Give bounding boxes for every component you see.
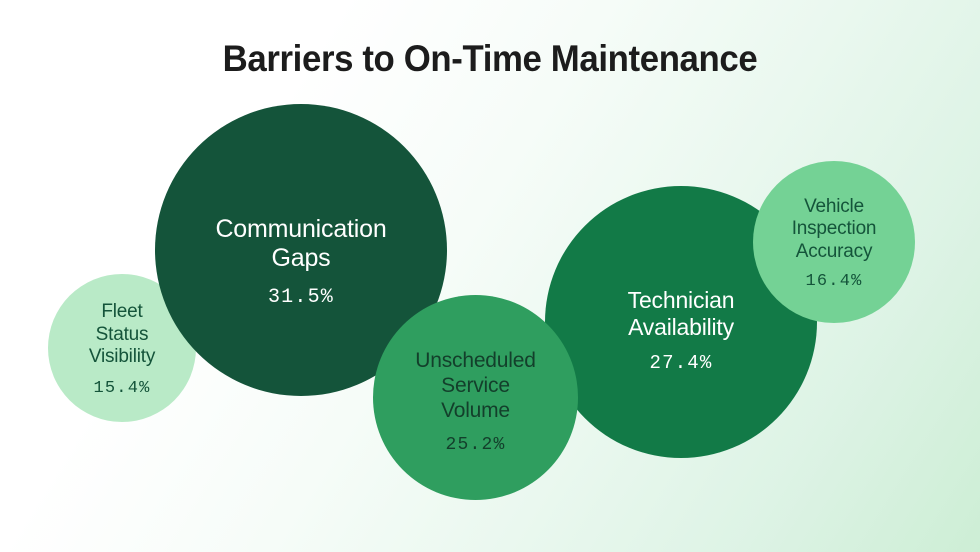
bubble-value: 31.5%: [267, 285, 334, 309]
bubble-value: 27.4%: [649, 352, 713, 375]
bubble-label: Vehicle Inspection Accuracy: [791, 195, 877, 262]
bubble-value: 15.4%: [93, 378, 151, 398]
bubble-value: 25.2%: [445, 434, 506, 455]
bubble-label: Fleet Status Visibility: [88, 301, 156, 368]
bubble-text-group: Unscheduled Service Volume 25.2%: [415, 349, 536, 455]
bubble-text-group: Fleet Status Visibility 15.4%: [89, 301, 155, 396]
bubble-vehicle-inspection-accuracy[interactable]: Vehicle Inspection Accuracy 16.4%: [753, 161, 915, 323]
bubble-text-group: Communication Gaps 31.5%: [215, 215, 386, 308]
page-title: Barriers to On-Time Maintenance: [222, 38, 758, 79]
bubble-label: Communication Gaps: [215, 214, 387, 273]
bubble-text-group: Vehicle Inspection Accuracy 16.4%: [792, 196, 877, 290]
bubble-label: Technician Availability: [627, 286, 735, 340]
bubble-text-group: Technician Availability 27.4%: [628, 287, 735, 373]
bubble-unscheduled-service-volume[interactable]: Unscheduled Service Volume 25.2%: [373, 295, 578, 500]
bubble-label: Unscheduled Service Volume: [415, 349, 536, 422]
bubble-value: 16.4%: [805, 272, 863, 292]
